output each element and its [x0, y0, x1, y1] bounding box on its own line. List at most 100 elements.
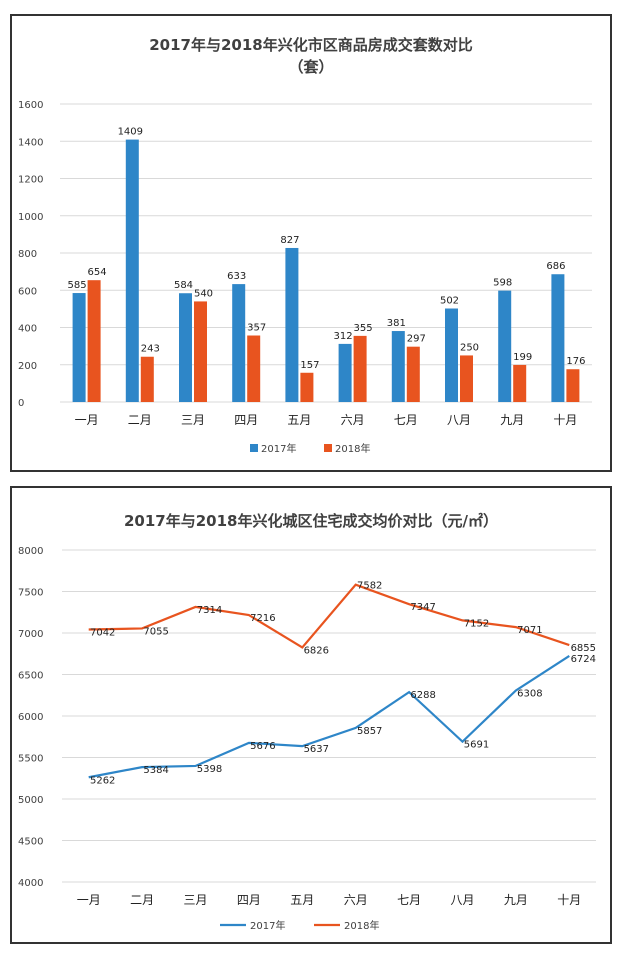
y-tick-label: 0: [18, 398, 24, 409]
chart-title: 2017年与2018年兴化市区商品房成交套数对比: [149, 36, 473, 54]
bar-2018: [87, 280, 101, 402]
x-tick-label: 一月: [77, 893, 101, 907]
x-tick-label: 五月: [290, 893, 314, 907]
data-label: 7055: [143, 626, 168, 637]
y-tick-label: 5000: [18, 795, 43, 806]
bar-2018: [406, 346, 420, 402]
x-tick-label: 八月: [450, 893, 474, 907]
bar-2018: [194, 301, 207, 402]
data-label: 381: [387, 318, 406, 329]
x-tick-label: 四月: [237, 893, 261, 907]
bar-2017: [232, 284, 246, 402]
bar-2017: [551, 274, 565, 402]
y-tick-label: 6000: [18, 712, 43, 723]
legend-label: 2017年: [250, 919, 285, 932]
y-tick-label: 1400: [18, 137, 43, 148]
y-tick-label: 1000: [18, 212, 43, 223]
y-tick-label: 200: [18, 361, 37, 372]
data-label: 584: [174, 280, 193, 291]
bar-2018: [460, 355, 473, 402]
data-label: 5857: [357, 726, 382, 737]
x-tick-label: 二月: [128, 413, 152, 427]
bar-2018: [140, 356, 154, 402]
x-tick-label: 四月: [234, 413, 258, 427]
data-label: 6308: [517, 688, 542, 699]
data-label: 5676: [250, 741, 275, 752]
data-label: 7582: [357, 581, 382, 592]
x-tick-label: 二月: [130, 893, 154, 907]
x-tick-label: 八月: [447, 413, 471, 427]
chart-subtitle: （套）: [288, 58, 334, 76]
y-tick-label: 400: [18, 324, 37, 335]
legend-label: 2017年: [261, 442, 296, 455]
y-tick-label: 1200: [18, 175, 43, 186]
series-line-2017: [88, 654, 570, 779]
y-tick-label: 7500: [18, 588, 43, 599]
chart-panel-avg-price: 2017年与2018年兴化城区住宅成交均价对比（元/㎡） 4000 4500 500…: [10, 486, 612, 944]
data-label: 7347: [410, 602, 435, 613]
bar-2017: [445, 308, 458, 402]
data-label: 157: [300, 360, 319, 371]
data-label: 540: [194, 288, 213, 299]
data-label: 7071: [517, 625, 542, 636]
x-tick-label: 六月: [341, 413, 365, 427]
data-label: 250: [460, 342, 479, 353]
y-tick-label: 1600: [18, 100, 43, 111]
data-label: 7216: [250, 613, 275, 624]
y-tick-label: 600: [18, 286, 37, 297]
x-tick-label: 十月: [553, 413, 577, 427]
x-tick-label: 五月: [287, 413, 311, 427]
legend-label: 2018年: [344, 919, 379, 932]
data-label: 7314: [197, 605, 222, 616]
data-label: 297: [407, 334, 426, 345]
chart-title: 2017年与2018年兴化城区住宅成交均价对比（元/㎡）: [124, 512, 498, 530]
bar-2017: [391, 331, 405, 402]
bar-2017: [179, 293, 192, 402]
data-label: 502: [440, 296, 459, 307]
data-label: 6288: [410, 690, 435, 701]
x-tick-label: 三月: [183, 893, 207, 907]
data-label: 7152: [464, 618, 489, 629]
series-line-2018: [88, 583, 570, 649]
data-label: 5637: [304, 744, 329, 755]
data-label: 355: [354, 323, 373, 334]
data-label: 5262: [90, 775, 115, 786]
legend-swatch: [250, 444, 258, 452]
y-tick-label: 800: [18, 249, 37, 260]
bar-2017: [285, 247, 299, 402]
legend-swatch: [324, 444, 332, 452]
data-label: 5691: [464, 740, 489, 751]
data-label: 243: [141, 344, 160, 355]
data-label: 7042: [90, 628, 115, 639]
bar-2017: [72, 293, 86, 402]
data-label: 6855: [571, 643, 596, 654]
x-tick-label: 九月: [504, 893, 528, 907]
data-label: 6724: [571, 654, 596, 665]
y-tick-label: 5500: [18, 754, 43, 765]
data-label: 357: [247, 323, 266, 334]
x-tick-label: 十月: [557, 893, 581, 907]
y-tick-label: 8000: [18, 546, 43, 557]
bar-2017: [338, 343, 352, 402]
chart-panel-sales-count: 2017年与2018年兴化市区商品房成交套数对比 （套） 0 200 400 600 8…: [10, 14, 612, 472]
bar-2018: [513, 364, 527, 402]
data-label: 312: [334, 331, 353, 342]
line-chart: 4000 4500 5000 5500 6000 6500 7000 7500 8000 一月 二月…: [18, 546, 596, 932]
data-label: 827: [280, 235, 299, 246]
x-tick-label: 三月: [181, 413, 205, 427]
data-label: 585: [68, 280, 87, 291]
data-label: 686: [546, 261, 565, 272]
data-label: 633: [227, 271, 246, 282]
bar-2018: [300, 372, 314, 402]
y-tick-label: 4000: [18, 878, 43, 889]
data-label: 5384: [143, 765, 168, 776]
bar-2018: [566, 369, 580, 402]
bar-2017: [498, 290, 512, 402]
data-label: 6826: [304, 645, 329, 656]
bar-2018: [247, 335, 261, 402]
legend-label: 2018年: [335, 442, 370, 455]
data-label: 1409: [118, 127, 143, 138]
data-label: 654: [88, 267, 107, 278]
data-label: 598: [493, 278, 512, 289]
bar-2017: [125, 139, 139, 402]
